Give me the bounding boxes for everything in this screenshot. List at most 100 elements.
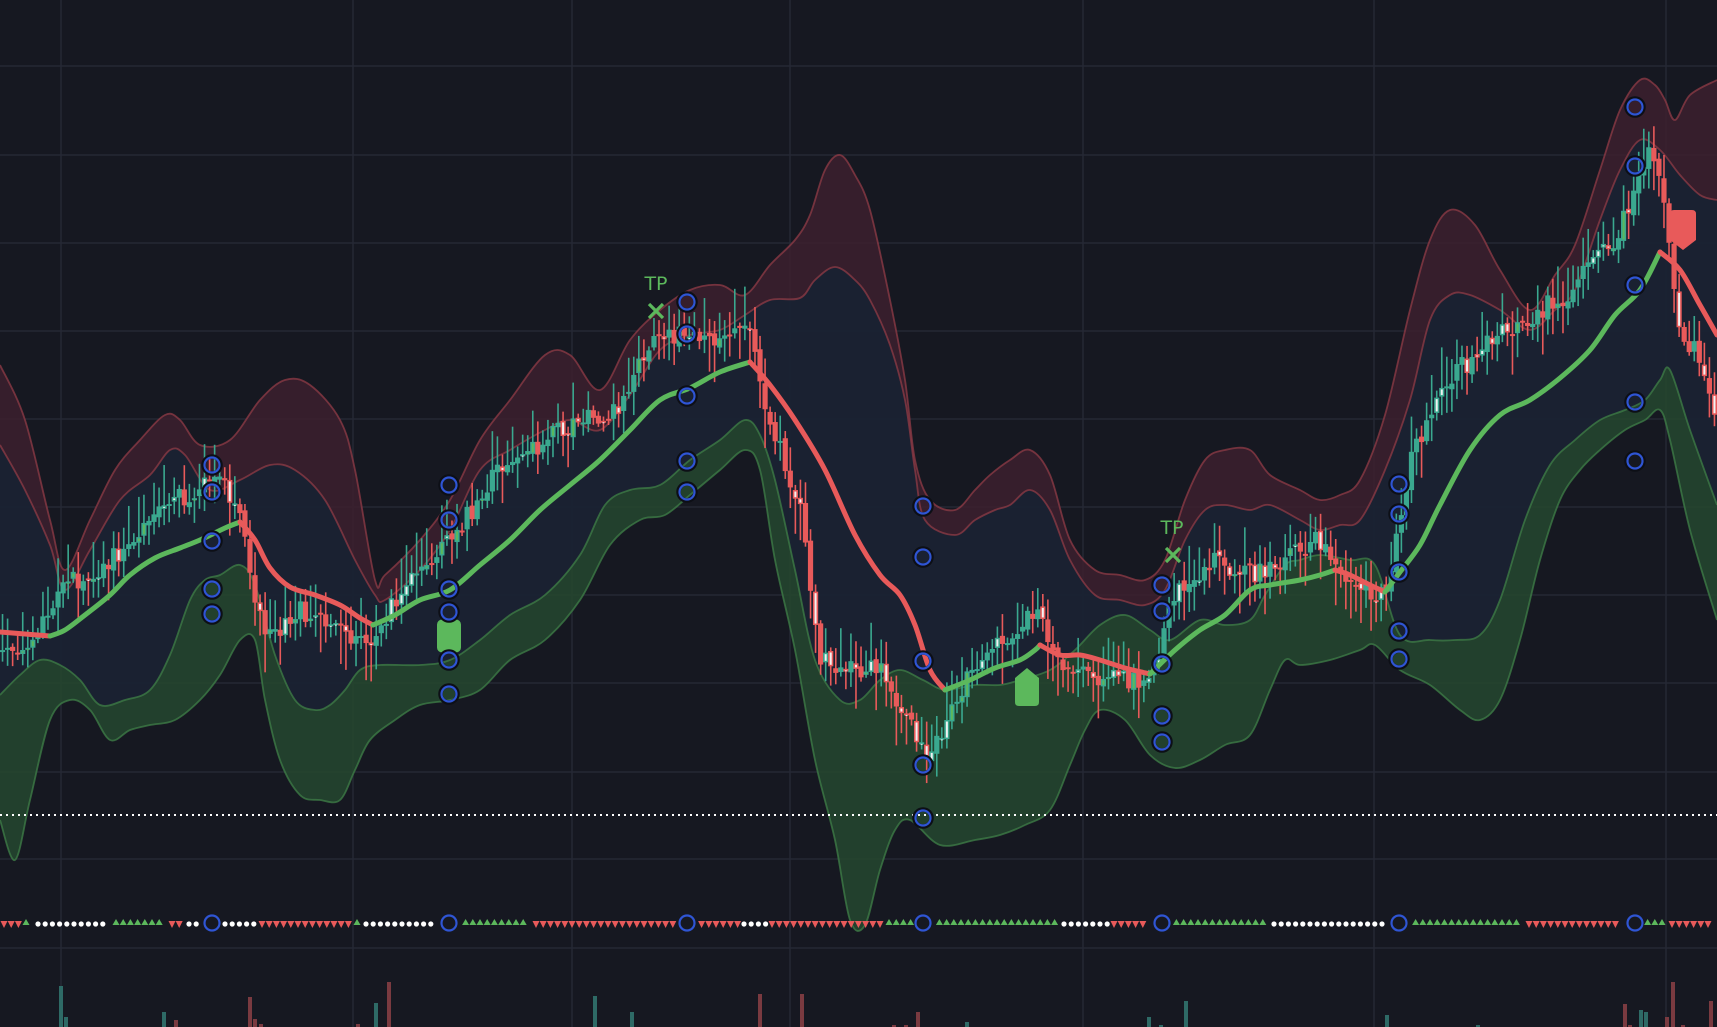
candle[interactable]	[1636, 151, 1642, 216]
candle[interactable]	[287, 601, 293, 638]
candle[interactable]	[292, 585, 299, 641]
candle[interactable]	[1247, 557, 1253, 606]
band-marker-circle-icon[interactable]	[203, 605, 221, 623]
candle[interactable]	[469, 482, 475, 527]
strip-marker-circle-icon[interactable]	[678, 914, 696, 932]
candle[interactable]	[1323, 527, 1329, 557]
candle[interactable]	[782, 431, 788, 479]
candle[interactable]	[585, 391, 591, 433]
candle[interactable]	[1651, 126, 1657, 191]
candle[interactable]	[833, 648, 839, 685]
candle[interactable]	[408, 555, 415, 593]
candle[interactable]	[151, 482, 157, 535]
candle[interactable]	[388, 589, 394, 630]
candle[interactable]	[1590, 250, 1596, 269]
candle[interactable]	[959, 657, 965, 724]
candle[interactable]	[575, 413, 581, 427]
candle[interactable]	[1540, 300, 1546, 355]
band-marker-circle-icon[interactable]	[1626, 393, 1644, 411]
candle[interactable]	[403, 545, 410, 606]
candle[interactable]	[747, 321, 753, 365]
candle[interactable]	[1196, 547, 1202, 586]
candle[interactable]	[661, 322, 667, 359]
candle[interactable]	[610, 383, 617, 441]
candle[interactable]	[636, 335, 642, 387]
candle[interactable]	[1676, 274, 1682, 337]
candle[interactable]	[1545, 286, 1551, 335]
candle[interactable]	[600, 416, 607, 432]
band-marker-circle-icon[interactable]	[914, 809, 932, 827]
candle[interactable]	[1701, 342, 1707, 381]
candle[interactable]	[550, 422, 556, 458]
candle[interactable]	[939, 727, 945, 749]
candle[interactable]	[1494, 322, 1500, 362]
band-marker-circle-icon[interactable]	[678, 293, 696, 311]
candle[interactable]	[1020, 603, 1026, 639]
candle[interactable]	[65, 544, 71, 600]
band-marker-circle-icon[interactable]	[440, 511, 458, 529]
candle[interactable]	[45, 586, 51, 630]
candle[interactable]	[1499, 293, 1505, 343]
candle[interactable]	[464, 500, 470, 552]
candle[interactable]	[1353, 566, 1359, 612]
candle[interactable]	[999, 614, 1006, 684]
candle[interactable]	[717, 312, 723, 354]
candle[interactable]	[641, 339, 647, 382]
candle[interactable]	[1706, 357, 1713, 418]
candle[interactable]	[1040, 594, 1046, 632]
candle[interactable]	[1711, 372, 1717, 427]
candle[interactable]	[807, 529, 814, 619]
strip-marker-circle-icon[interactable]	[1153, 914, 1171, 932]
candle[interactable]	[328, 613, 334, 638]
candle[interactable]	[787, 447, 793, 509]
candle[interactable]	[1343, 550, 1349, 610]
candle[interactable]	[1328, 530, 1334, 567]
candle[interactable]	[979, 644, 985, 673]
candle[interactable]	[85, 572, 91, 606]
candle[interactable]	[621, 385, 627, 434]
candle[interactable]	[237, 498, 243, 533]
candle[interactable]	[1646, 131, 1652, 189]
candle[interactable]	[333, 619, 339, 636]
band-marker-circle-icon[interactable]	[440, 476, 458, 494]
candle[interactable]	[1565, 267, 1571, 326]
candle[interactable]	[1580, 237, 1586, 299]
candle[interactable]	[1065, 661, 1071, 692]
candle[interactable]	[560, 411, 566, 457]
strip-marker-circle-icon[interactable]	[914, 914, 932, 932]
candle[interactable]	[1348, 557, 1354, 619]
band-marker-circle-icon[interactable]	[203, 532, 221, 550]
candle[interactable]	[1121, 641, 1127, 682]
candle[interactable]	[1060, 656, 1066, 688]
candle[interactable]	[1444, 356, 1450, 413]
candle[interactable]	[898, 694, 905, 734]
candle[interactable]	[666, 305, 672, 361]
candle[interactable]	[1045, 599, 1051, 679]
candle[interactable]	[1307, 513, 1314, 561]
candle[interactable]	[646, 346, 652, 370]
candle[interactable]	[792, 484, 798, 534]
band-marker-circle-icon[interactable]	[1626, 157, 1644, 175]
candle[interactable]	[1424, 402, 1430, 445]
candle[interactable]	[90, 541, 97, 598]
candle[interactable]	[580, 408, 586, 436]
candle[interactable]	[767, 406, 773, 435]
candle[interactable]	[1575, 266, 1581, 307]
strip-marker-circle-icon[interactable]	[1390, 914, 1408, 932]
candle[interactable]	[116, 532, 122, 577]
candle[interactable]	[161, 465, 167, 526]
candle[interactable]	[50, 600, 56, 620]
band-marker-circle-icon[interactable]	[678, 325, 696, 343]
candle[interactable]	[459, 522, 465, 536]
band-marker-circles[interactable]	[201, 96, 1646, 829]
candle[interactable]	[1464, 345, 1470, 395]
candle[interactable]	[1222, 549, 1228, 595]
candle[interactable]	[1600, 221, 1606, 261]
band-marker-circle-icon[interactable]	[203, 456, 221, 474]
candle[interactable]	[252, 552, 258, 626]
band-marker-circle-icon[interactable]	[440, 685, 458, 703]
candle[interactable]	[1666, 198, 1672, 257]
candle[interactable]	[1595, 231, 1601, 273]
candle[interactable]	[954, 675, 960, 714]
candle[interactable]	[919, 716, 925, 750]
